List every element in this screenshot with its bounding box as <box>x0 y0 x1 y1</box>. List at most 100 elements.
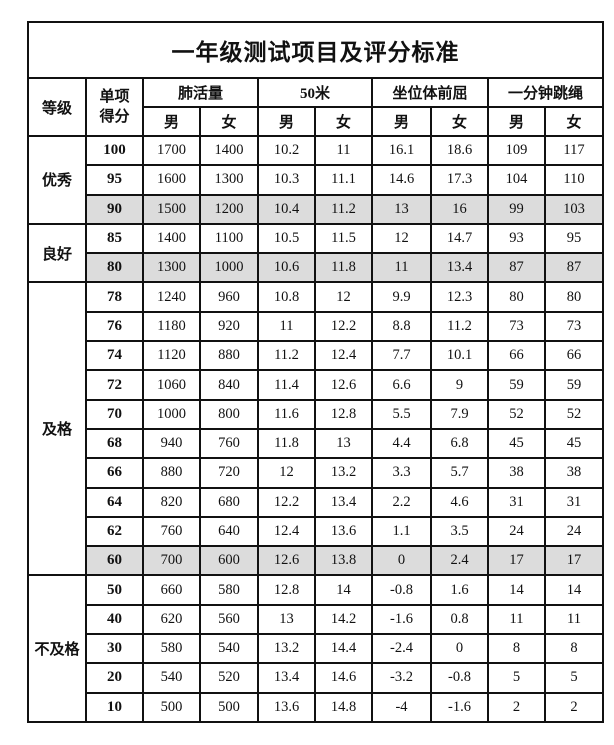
value-cell: 8 <box>544 633 604 665</box>
score-cell: 66 <box>85 457 144 489</box>
value-cell: 13.4 <box>430 252 489 284</box>
value-cell: 12.4 <box>314 340 373 372</box>
value-cell: -3.2 <box>371 662 432 694</box>
value-cell: 10.6 <box>257 252 316 284</box>
table-row: 76 1180 920 11 12.2 8.8 11.2 73 73 <box>28 310 604 343</box>
value-cell: 560 <box>199 603 259 636</box>
value-cell: 1500 <box>142 193 201 225</box>
header-lung-capacity: 肺活量 <box>142 77 259 108</box>
table-row: 64 820 680 12.2 13.4 2.2 4.6 31 31 <box>28 486 604 518</box>
table-row: 72 1060 840 11.4 12.6 6.6 9 59 59 <box>28 369 604 401</box>
score-cell: 95 <box>85 164 144 196</box>
table-row: 74 1120 880 11.2 12.4 7.7 10.1 66 66 <box>28 340 604 372</box>
value-cell: 1400 <box>199 134 259 167</box>
value-cell: 13 <box>257 603 316 636</box>
value-cell: 38 <box>487 457 546 489</box>
header-score: 单项得分 <box>85 77 144 137</box>
value-cell: 10.1 <box>430 340 489 372</box>
value-cell: 10.2 <box>257 134 316 167</box>
header-sit-and-reach: 坐位体前屈 <box>371 77 489 108</box>
value-cell: 940 <box>142 427 201 460</box>
value-cell: 16 <box>430 193 489 225</box>
value-cell: 24 <box>544 515 604 548</box>
value-cell: 920 <box>199 310 259 343</box>
value-cell: 59 <box>487 369 546 401</box>
value-cell: 10.8 <box>257 281 316 313</box>
value-cell: 2 <box>544 691 604 723</box>
value-cell: 1600 <box>142 164 201 196</box>
value-cell: 660 <box>142 574 201 606</box>
value-cell: 0 <box>430 633 489 665</box>
value-cell: 13 <box>371 193 432 225</box>
value-cell: 17 <box>487 545 546 577</box>
value-cell: 11.4 <box>257 369 316 401</box>
value-cell: -4 <box>371 691 432 723</box>
value-cell: -2.4 <box>371 633 432 665</box>
value-cell: 13.6 <box>257 691 316 723</box>
value-cell: 11.8 <box>314 252 373 284</box>
value-cell: 580 <box>142 633 201 665</box>
value-cell: 620 <box>142 603 201 636</box>
value-cell: 540 <box>142 662 201 694</box>
score-cell: 80 <box>85 252 144 284</box>
value-cell: 840 <box>199 369 259 401</box>
value-cell: 1180 <box>142 310 201 343</box>
value-cell: 0.8 <box>430 603 489 636</box>
value-cell: 880 <box>199 340 259 372</box>
value-cell: 640 <box>199 515 259 548</box>
value-cell: 87 <box>544 252 604 284</box>
score-cell: 76 <box>85 310 144 343</box>
header-male: 男 <box>371 106 432 137</box>
value-cell: 1100 <box>199 222 259 255</box>
table-row: 80 1300 1000 10.6 11.8 11 13.4 87 87 <box>28 252 604 284</box>
value-cell: 1240 <box>142 281 201 313</box>
score-cell: 90 <box>85 193 144 225</box>
table-row: 良好 85 1400 1100 10.5 11.5 12 14.7 93 95 <box>27 222 604 284</box>
value-cell: 1.6 <box>430 574 489 606</box>
value-cell: 59 <box>544 369 604 401</box>
value-cell: 10.4 <box>257 193 316 225</box>
value-cell: 52 <box>544 398 604 430</box>
table-row: 62 760 640 12.4 13.6 1.1 3.5 24 24 <box>28 515 604 548</box>
value-cell: 14 <box>314 574 373 606</box>
value-cell: 12.6 <box>257 545 316 577</box>
value-cell: 11.2 <box>314 193 373 225</box>
value-cell: 5 <box>544 662 604 694</box>
value-cell: 11.2 <box>430 310 489 343</box>
value-cell: 16.1 <box>371 134 432 167</box>
value-cell: 1000 <box>199 252 259 284</box>
score-cell: 68 <box>85 427 144 460</box>
value-cell: 13.4 <box>314 486 373 518</box>
value-cell: 104 <box>487 164 546 196</box>
table-row: 68 940 760 11.8 13 4.4 6.8 45 45 <box>28 427 604 460</box>
value-cell: 13.8 <box>314 545 373 577</box>
value-cell: 73 <box>544 310 604 343</box>
value-cell: 11.8 <box>257 427 316 460</box>
value-cell: 11.2 <box>257 340 316 372</box>
value-cell: 103 <box>544 193 604 225</box>
value-cell: 680 <box>199 486 259 518</box>
value-cell: 8 <box>487 633 546 665</box>
value-cell: 66 <box>544 340 604 372</box>
value-cell: 13.6 <box>314 515 373 548</box>
value-cell: 80 <box>544 281 604 313</box>
value-cell: 1300 <box>199 164 259 196</box>
value-cell: 87 <box>487 252 546 284</box>
value-cell: 6.8 <box>430 427 489 460</box>
value-cell: 11.1 <box>314 164 373 196</box>
value-cell: 1300 <box>142 252 201 284</box>
value-cell: 13.2 <box>314 457 373 489</box>
score-cell: 20 <box>85 662 144 694</box>
value-cell: 1060 <box>142 369 201 401</box>
value-cell: 12.2 <box>257 486 316 518</box>
score-cell: 50 <box>85 574 144 606</box>
value-cell: 73 <box>487 310 546 343</box>
value-cell: 0 <box>371 545 432 577</box>
value-cell: 5.5 <box>371 398 432 430</box>
header-female: 女 <box>199 106 259 137</box>
table-row: 70 1000 800 11.6 12.8 5.5 7.9 52 52 <box>28 398 604 430</box>
value-cell: 14.8 <box>314 691 373 723</box>
value-cell: 95 <box>544 222 604 255</box>
table-row: 95 1600 1300 10.3 11.1 14.6 17.3 104 110 <box>28 164 604 196</box>
value-cell: 3.3 <box>371 457 432 489</box>
